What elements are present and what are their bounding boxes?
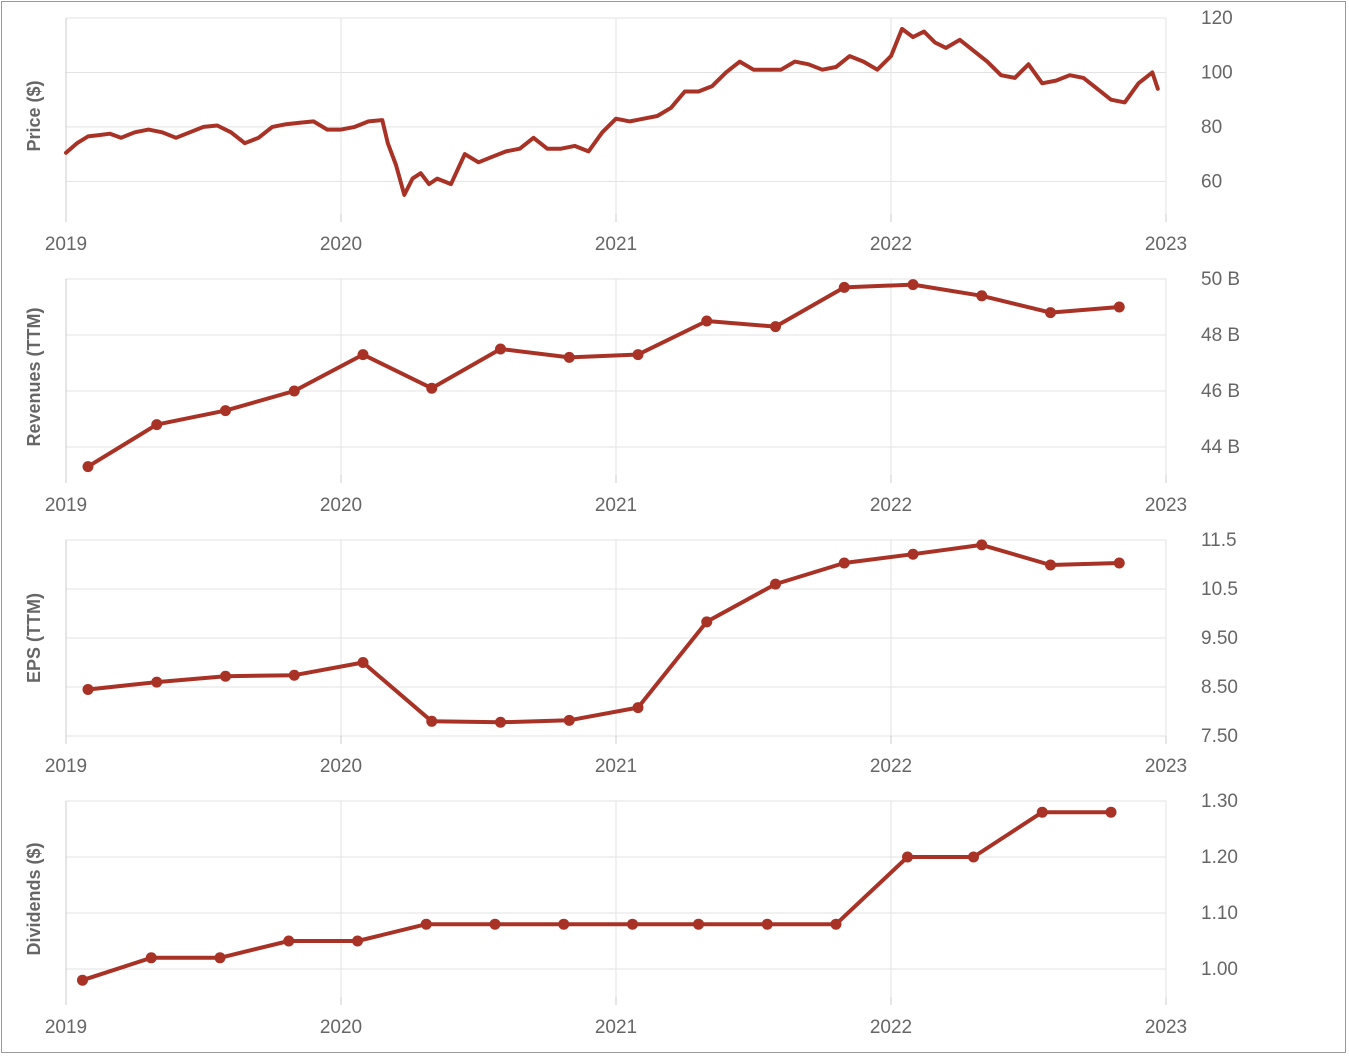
price-y-tick-label: 80 — [1201, 117, 1222, 138]
revenues-y-tick-label: 50 B — [1201, 269, 1240, 290]
price-x-tick-label: 2021 — [595, 234, 637, 255]
dividends-x-tick-label: 2021 — [595, 1017, 637, 1038]
eps-x-tick-label: 2023 — [1145, 756, 1187, 777]
dividends-y-tick-label: 1.10 — [1201, 903, 1238, 924]
dividends-y-tick-label: 1.20 — [1201, 847, 1238, 868]
revenues-data-point — [770, 321, 781, 333]
eps-x-tick-label: 2021 — [595, 756, 637, 777]
dividends-data-point — [1105, 806, 1117, 818]
revenues-data-point — [495, 343, 506, 355]
dividends-x-tick-label: 2020 — [320, 1017, 362, 1038]
eps-data-point — [563, 714, 575, 726]
revenues-y-tick-label: 44 B — [1201, 437, 1240, 458]
dividends-data-point — [830, 918, 842, 930]
eps-data-point — [288, 669, 300, 681]
dividends-data-point — [968, 851, 979, 863]
eps-data-point — [220, 670, 231, 682]
price-x-tick-label: 2019 — [45, 234, 87, 255]
price-y-tick-label: 120 — [1201, 8, 1233, 29]
eps-data-point — [838, 557, 850, 569]
eps-data-point — [976, 539, 988, 551]
revenues-data-point — [220, 405, 231, 417]
dividends-x-tick-label: 2019 — [45, 1017, 87, 1038]
dividends-data-point — [283, 935, 295, 947]
dividends-data-point — [693, 918, 704, 930]
price-x-tick-label: 2022 — [870, 234, 912, 255]
revenues-x-tick-label: 2020 — [320, 495, 362, 516]
eps-data-point — [770, 578, 781, 590]
eps-y-axis-title: EPS (TTM) — [24, 593, 44, 683]
eps-y-tick-label: 7.50 — [1201, 726, 1238, 747]
revenues-x-tick-label: 2019 — [45, 495, 87, 516]
price-series-line — [64, 26, 1160, 197]
dividends-data-point — [145, 952, 157, 964]
dividends-data-point — [352, 935, 363, 947]
revenues-data-point — [426, 382, 438, 394]
revenues-data-point — [563, 351, 575, 363]
revenues-data-point — [1113, 301, 1125, 313]
dividends-data-point — [558, 918, 570, 930]
eps-y-tick-label: 9.50 — [1201, 628, 1238, 649]
panel-revenues: 44 B 46 B 48 B 50 B 2019 2020 2021 2022 2023 Reve… — [24, 269, 1240, 516]
dividends-data-point — [902, 851, 913, 863]
eps-data-point — [151, 676, 163, 688]
eps-data-point — [701, 616, 713, 628]
revenues-series-line — [86, 282, 1122, 469]
revenues-y-tick-label: 46 B — [1201, 381, 1240, 402]
eps-x-tick-label: 2022 — [870, 756, 912, 777]
eps-data-point — [495, 716, 506, 728]
price-x-tick-label: 2023 — [1145, 234, 1187, 255]
dividends-data-point — [1036, 806, 1048, 818]
panel-eps: 7.50 8.50 9.50 10.5 11.5 2019 2020 2021 2022 2023… — [24, 530, 1238, 777]
dividends-y-tick-label: 1.30 — [1201, 791, 1238, 812]
eps-data-point — [1113, 557, 1125, 569]
dividends-series-line — [80, 810, 1113, 983]
eps-data-point — [357, 657, 369, 668]
dividends-x-tick-label: 2023 — [1145, 1017, 1187, 1038]
eps-series-line — [86, 542, 1122, 725]
revenues-data-point — [701, 315, 713, 327]
revenues-data-point — [907, 279, 919, 291]
revenues-data-point — [976, 290, 988, 302]
revenues-data-point — [1045, 307, 1056, 319]
dividends-data-point — [77, 974, 88, 986]
dividends-data-point — [420, 918, 432, 930]
dividends-data-point — [761, 918, 773, 930]
eps-data-point — [1045, 559, 1056, 571]
eps-data-point — [426, 715, 438, 727]
eps-x-tick-label: 2020 — [320, 756, 362, 777]
eps-y-tick-label: 10.5 — [1201, 579, 1238, 600]
revenues-x-tick-label: 2022 — [870, 495, 912, 516]
price-y-tick-label: 100 — [1201, 62, 1233, 83]
eps-y-tick-label: 11.5 — [1201, 530, 1237, 551]
revenues-x-tick-label: 2021 — [595, 495, 637, 516]
price-x-tick-label: 2020 — [320, 234, 362, 255]
revenues-y-axis-title: Revenues (TTM) — [24, 307, 44, 446]
eps-y-tick-label: 8.50 — [1201, 677, 1238, 698]
dividends-x-tick-label: 2022 — [870, 1017, 912, 1038]
revenues-data-point — [151, 419, 163, 431]
panel-dividends: 1.00 1.10 1.20 1.30 2019 2020 2021 2022 2023 Divi… — [24, 791, 1238, 1038]
revenues-data-point — [632, 349, 644, 361]
dividends-data-point — [627, 918, 638, 930]
price-y-tick-label: 60 — [1201, 171, 1222, 192]
dividends-y-axis-title: Dividends ($) — [24, 842, 44, 955]
eps-data-point — [907, 548, 919, 560]
revenues-y-tick-label: 48 B — [1201, 325, 1240, 346]
revenues-data-point — [288, 385, 300, 397]
eps-x-tick-label: 2019 — [45, 756, 87, 777]
revenues-data-point — [838, 281, 850, 293]
dividends-y-tick-label: 1.00 — [1201, 959, 1238, 980]
revenues-data-point — [357, 349, 369, 361]
revenues-x-tick-label: 2023 — [1145, 495, 1187, 516]
panel-price: 60 80 100 120 2019 2020 2021 2022 2023 Price ($) — [24, 8, 1233, 255]
dividends-data-point — [214, 952, 226, 964]
price-y-axis-title: Price ($) — [24, 80, 44, 151]
dividends-data-point — [489, 918, 501, 930]
revenues-data-point — [82, 461, 94, 473]
eps-data-point — [632, 702, 644, 714]
eps-data-point — [82, 683, 94, 695]
